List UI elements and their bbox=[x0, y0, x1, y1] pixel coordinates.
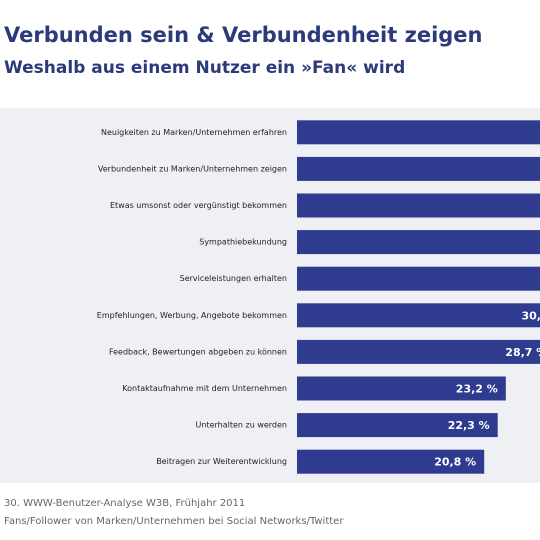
bar bbox=[297, 120, 540, 145]
category-label: Verbundenheit zu Marken/Unternehmen zeig… bbox=[98, 164, 287, 173]
category-label: Kontaktaufnahme mit dem Unternehmen bbox=[122, 384, 287, 393]
bar bbox=[297, 449, 485, 474]
footnote: 30. WWW-Benutzer-Analyse W3B, Frühjahr 2… bbox=[4, 498, 245, 509]
bar bbox=[297, 376, 506, 401]
bar bbox=[297, 303, 540, 328]
value-label: 22,3 % bbox=[448, 419, 490, 432]
value-label: 23,2 % bbox=[456, 383, 498, 396]
bar bbox=[297, 266, 540, 291]
bar bbox=[297, 230, 540, 255]
category-label: Unterhalten zu werden bbox=[196, 421, 288, 430]
value-label: 28,7 % bbox=[505, 346, 540, 359]
category-label: Serviceleistungen erhalten bbox=[180, 274, 287, 283]
bar bbox=[297, 413, 498, 438]
bar bbox=[297, 339, 540, 364]
category-label: Sympathiebekundung bbox=[199, 238, 287, 247]
category-label: Etwas umsonst oder vergünstigt bekommen bbox=[110, 201, 287, 210]
value-label: 20,8 % bbox=[434, 456, 476, 469]
footnote: Fans/Follower von Marken/Unternehmen bei… bbox=[4, 516, 344, 527]
category-label: Empfehlungen, Werbung, Angebote bekommen bbox=[97, 311, 287, 320]
chart-title: Verbunden sein & Verbundenheit zeigen bbox=[4, 23, 483, 47]
bar bbox=[297, 156, 540, 181]
category-label: Neuigkeiten zu Marken/Unternehmen erfahr… bbox=[101, 128, 287, 137]
bar bbox=[297, 193, 540, 218]
chart-subtitle: Weshalb aus einem Nutzer ein »Fan« wird bbox=[4, 58, 405, 78]
value-label: 30,5 % bbox=[522, 309, 540, 322]
category-label: Beitragen zur Weiterentwicklung bbox=[156, 457, 287, 466]
category-label: Feedback, Bewertungen abgeben zu können bbox=[109, 347, 287, 356]
